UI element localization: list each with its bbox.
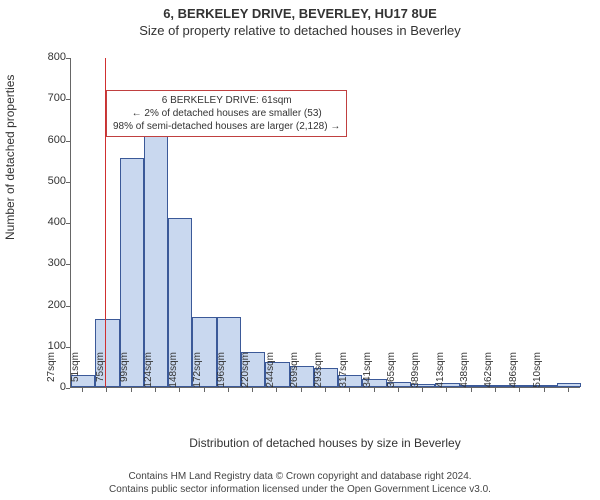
attribution-footer: Contains HM Land Registry data © Crown c… [0,470,600,496]
y-tick-mark [66,223,70,224]
x-tick-label: 462sqm [483,352,494,392]
x-tick-mark [252,388,253,392]
x-tick-mark [471,388,472,392]
plot-area: 6 BERKELEY DRIVE: 61sqm← 2% of detached … [70,58,580,388]
x-tick-mark [495,388,496,392]
x-tick-mark [301,388,302,392]
y-tick-mark [66,141,70,142]
x-tick-label: 220sqm [240,352,251,392]
x-tick-mark [446,388,447,392]
y-tick-mark [66,99,70,100]
x-tick-mark [131,388,132,392]
x-tick-label: 293sqm [313,352,324,392]
x-tick-label: 341sqm [362,352,373,392]
y-tick-mark [66,58,70,59]
x-tick-label: 27sqm [46,352,57,392]
y-tick-mark [66,347,70,348]
y-axis-label: Number of detached properties [3,220,17,240]
x-tick-mark [398,388,399,392]
annotation-line-1: 6 BERKELEY DRIVE: 61sqm [113,94,340,107]
y-tick-label: 400 [36,216,66,228]
x-tick-label: 317sqm [338,352,349,392]
x-tick-label: 51sqm [70,352,81,392]
bar [144,135,168,387]
x-tick-label: 124sqm [143,352,154,392]
x-tick-label: 486sqm [508,352,519,392]
footer-line-1: Contains HM Land Registry data © Crown c… [0,470,600,483]
x-tick-mark [82,388,83,392]
y-tick-label: 600 [36,134,66,146]
annotation-box: 6 BERKELEY DRIVE: 61sqm← 2% of detached … [106,90,347,137]
x-tick-label: 510sqm [532,352,543,392]
y-tick-mark [66,182,70,183]
annotation-line-3: 98% of semi-detached houses are larger (… [113,120,340,133]
x-tick-label: 244sqm [265,352,276,392]
x-tick-mark [228,388,229,392]
x-tick-label: 99sqm [119,352,130,392]
y-tick-label: 100 [36,340,66,352]
x-tick-mark [349,388,350,392]
chart-title: 6, BERKELEY DRIVE, BEVERLEY, HU17 8UE [0,6,600,21]
x-tick-mark [325,388,326,392]
x-tick-mark [568,388,569,392]
y-tick-label: 200 [36,299,66,311]
x-tick-mark [544,388,545,392]
x-tick-label: 413sqm [435,352,446,392]
annotation-line-2: ← 2% of detached houses are smaller (53) [113,107,340,120]
x-tick-mark [155,388,156,392]
y-tick-label: 800 [36,51,66,63]
x-tick-label: 269sqm [289,352,300,392]
chart-area: Number of detached properties 6 BERKELEY… [0,38,600,433]
bar [557,383,581,387]
x-tick-mark [179,388,180,392]
x-tick-mark [276,388,277,392]
x-tick-mark [204,388,205,392]
x-tick-label: 75sqm [95,352,106,392]
x-tick-label: 196sqm [216,352,227,392]
x-tick-mark [374,388,375,392]
x-tick-mark [519,388,520,392]
y-tick-label: 500 [36,175,66,187]
y-tick-label: 300 [36,257,66,269]
footer-line-2: Contains public sector information licen… [0,483,600,496]
chart-subtitle: Size of property relative to detached ho… [0,23,600,38]
x-tick-label: 365sqm [386,352,397,392]
x-tick-mark [422,388,423,392]
y-tick-mark [66,306,70,307]
x-tick-mark [106,388,107,392]
y-tick-label: 700 [36,92,66,104]
x-tick-label: 389sqm [410,352,421,392]
y-tick-mark [66,264,70,265]
x-tick-label: 172sqm [192,352,203,392]
x-tick-label: 438sqm [459,352,470,392]
x-axis-label: Distribution of detached houses by size … [70,436,580,450]
x-tick-label: 148sqm [168,352,179,392]
